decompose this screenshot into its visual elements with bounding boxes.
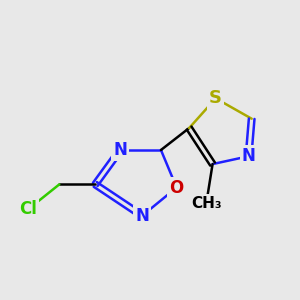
Text: N: N <box>135 207 149 225</box>
Text: Cl: Cl <box>19 200 37 218</box>
Text: S: S <box>209 89 222 107</box>
Text: CH₃: CH₃ <box>191 196 222 211</box>
Text: O: O <box>169 178 184 196</box>
Text: N: N <box>242 147 256 165</box>
Text: N: N <box>113 141 127 159</box>
